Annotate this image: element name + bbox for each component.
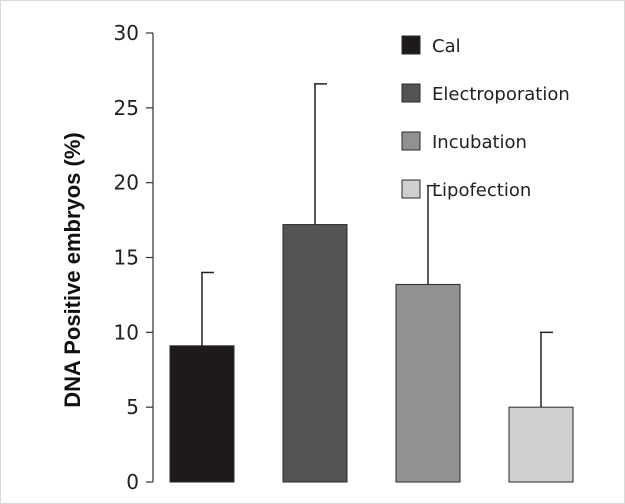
bars <box>169 224 574 483</box>
bar-incubation <box>395 283 461 483</box>
y-tick-label: 30 <box>114 21 139 45</box>
y-tick-label: 20 <box>114 171 139 195</box>
y-axis-label: DNA Positive embryos (%) <box>60 132 85 407</box>
legend-swatch-cal <box>401 35 421 55</box>
bar-cal <box>169 345 235 483</box>
legend-swatch-electroporation <box>401 83 421 103</box>
bar-lipofection <box>508 406 574 483</box>
y-tick-label: 5 <box>126 395 139 419</box>
y-tick-label: 0 <box>126 470 139 494</box>
legend-label-electroporation: Electroporation <box>432 84 570 105</box>
legend-label-lipofection: Lipofection <box>432 180 531 201</box>
y-tick-label: 10 <box>114 320 139 344</box>
legend-swatch-incubation <box>401 131 421 151</box>
error-bars <box>201 83 553 408</box>
legend-swatch-lipofection <box>401 179 421 199</box>
y-tick-label: 25 <box>114 96 139 120</box>
legend: Cal Electroporation Incubation Lipofection <box>401 35 570 201</box>
legend-label-cal: Cal <box>432 36 461 57</box>
y-tick-label: 15 <box>114 246 139 270</box>
axes: 0 5 10 15 20 25 30 <box>114 21 154 494</box>
legend-label-incubation: Incubation <box>432 132 527 153</box>
bar-electroporation <box>282 224 348 483</box>
